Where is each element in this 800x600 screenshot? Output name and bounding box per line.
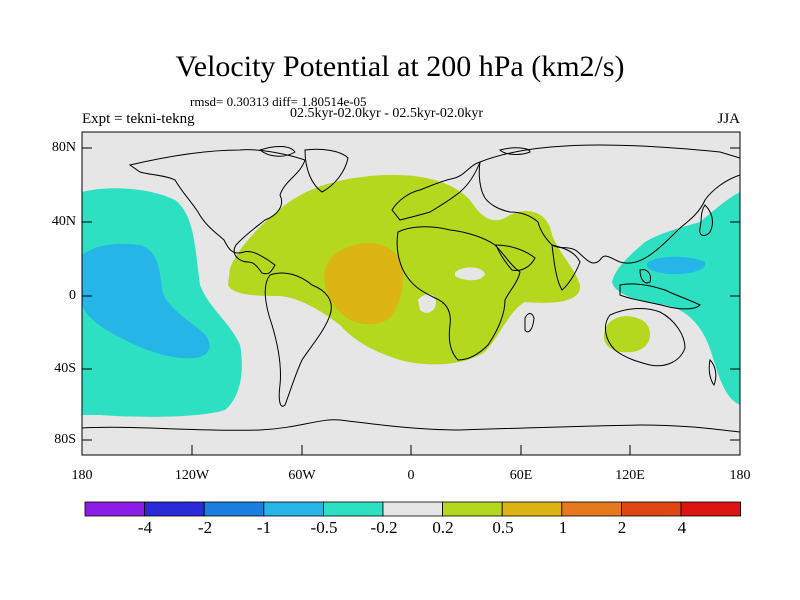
colorbar-swatch (144, 501, 205, 517)
colorbar-label: 0.5 (492, 518, 514, 537)
x-tick-label: 180 (729, 468, 751, 483)
y-tick-label: 0 (69, 288, 76, 303)
colorbar-swatch (84, 501, 145, 517)
colorbar-label: 1 (558, 518, 568, 537)
colorbar (84, 501, 741, 517)
colorbar-swatch (680, 501, 741, 517)
colorbar-label: 2 (617, 518, 627, 537)
x-tick-label: 120E (615, 468, 645, 483)
experiment-label: Expt = tekni-tekng (82, 111, 195, 127)
season-label: JJA (717, 111, 740, 127)
colorbar-label: -4 (137, 518, 153, 537)
colorbar-swatch (382, 501, 443, 517)
colorbar-swatch (561, 501, 622, 517)
positive-core-atlantic (324, 242, 403, 325)
colorbar-label: -2 (197, 518, 213, 537)
x-tick-label: 60W (288, 468, 316, 483)
y-tick-label: 80S (54, 432, 76, 447)
stats-text: rmsd= 0.30313 diff= 1.80514e-05 (190, 94, 367, 109)
colorbar-label: 4 (677, 518, 687, 537)
y-tick-label: 40N (51, 214, 76, 229)
map-title: Velocity Potential at 200 hPa (km2/s) (175, 50, 625, 83)
y-tick-label: 40S (54, 361, 76, 376)
colorbar-label: 0.2 (432, 518, 454, 537)
neutral-region-sahara (455, 267, 485, 281)
x-tick-label: 60E (509, 468, 533, 483)
x-tick-label: 0 (407, 468, 415, 483)
positive-region-indonesia (603, 316, 651, 353)
colorbar-label: -1 (256, 518, 272, 537)
positive-region-africa-atlantic (228, 174, 581, 365)
colorbar-label: -0.2 (370, 518, 398, 537)
negative-region-west-pacific (612, 192, 740, 405)
colorbar-swatch (442, 501, 503, 517)
negative-core-west-pacific (646, 256, 706, 275)
comparison-text: 02.5kyr-02.0kyr - 02.5kyr-02.0kyr (290, 106, 484, 121)
colorbar-swatch (621, 501, 682, 517)
coastlines (81, 144, 741, 433)
negative-core-pacific (82, 243, 210, 359)
colorbar-label: -0.5 (310, 518, 338, 537)
y-tick-label: 80N (51, 140, 76, 155)
neutral-region-gulf (418, 294, 436, 313)
colorbar-swatch (322, 501, 384, 517)
colorbar-swatch (203, 501, 265, 517)
axis-ticks (81, 147, 741, 455)
x-tick-label: 120W (174, 468, 210, 483)
colorbar-swatch (501, 501, 563, 517)
x-tick-label: 180 (71, 468, 93, 483)
colorbar-swatch (263, 501, 324, 517)
